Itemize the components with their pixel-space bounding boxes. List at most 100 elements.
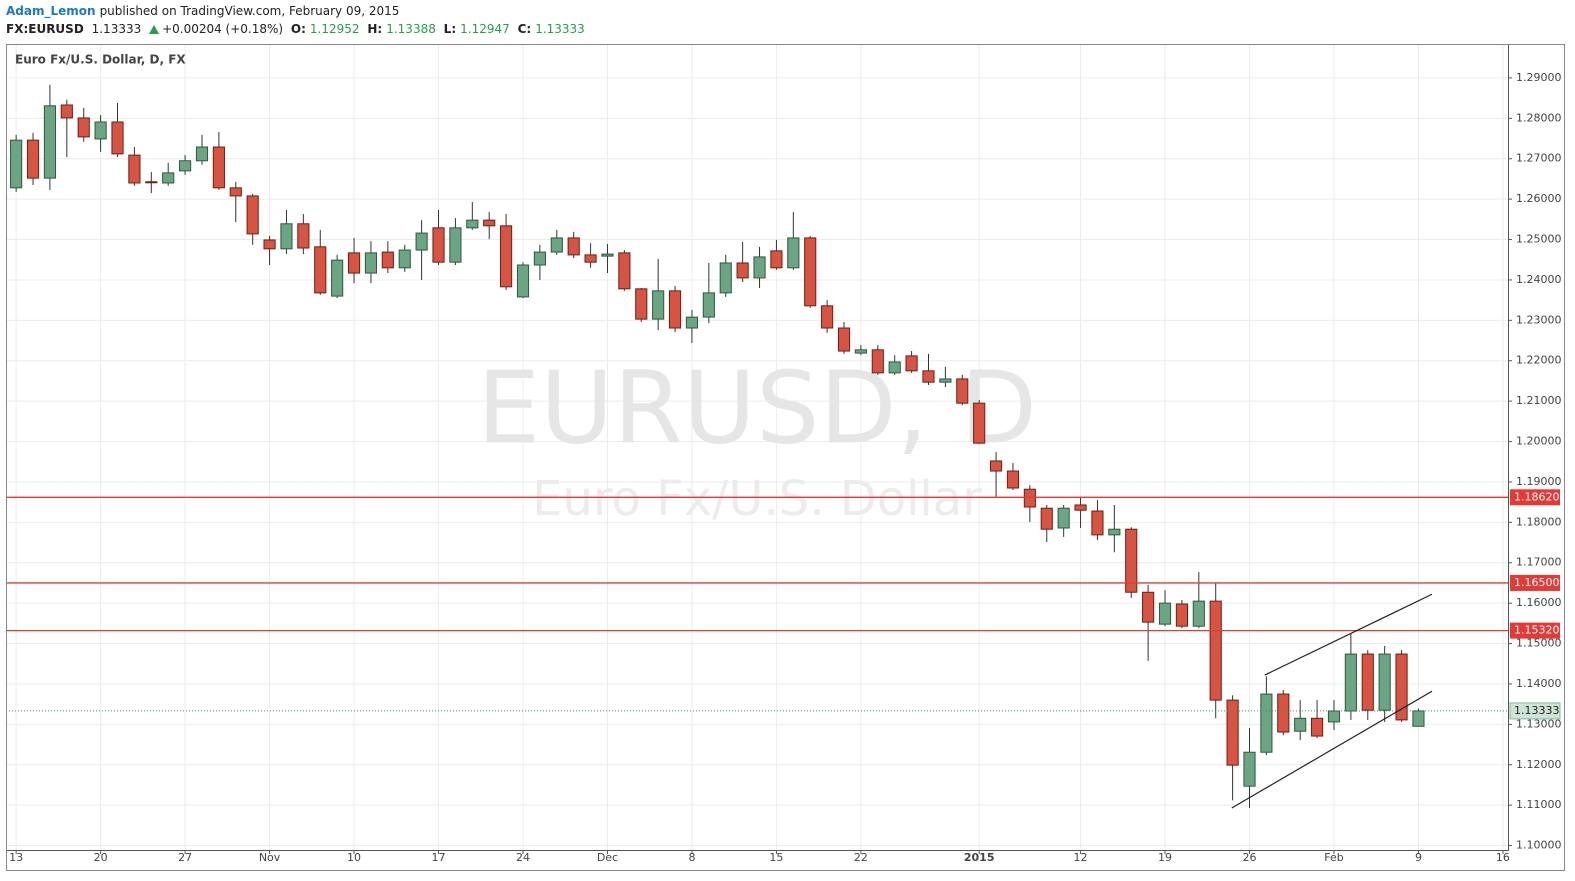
y-tick-label: 1.20000 — [1516, 435, 1562, 448]
candle-body — [381, 251, 394, 269]
candle-body — [905, 355, 918, 372]
y-tick-label: 1.11000 — [1516, 798, 1562, 811]
candle-body — [94, 121, 107, 140]
candle-body — [10, 139, 23, 189]
candle-body — [804, 237, 817, 307]
candle-body — [26, 139, 40, 179]
candle-body — [1344, 653, 1357, 712]
candle-body — [483, 219, 496, 227]
y-tick-label: 1.17000 — [1516, 556, 1562, 569]
candle-body — [314, 246, 327, 294]
candle-body — [1125, 528, 1138, 593]
candle-body — [956, 378, 969, 404]
candle-body — [212, 146, 225, 189]
x-tick-label: Nov — [259, 851, 281, 864]
trend-line — [1231, 690, 1433, 809]
change: +0.00204 (+0.18%) — [162, 22, 284, 36]
x-tick-label: 20 — [94, 851, 108, 864]
x-tick-label: Dec — [597, 851, 618, 864]
y-tick-label: 1.29000 — [1516, 71, 1562, 84]
y-tick-label: 1.25000 — [1516, 233, 1562, 246]
price-label-box — [1510, 489, 1560, 506]
candle-body — [432, 227, 445, 263]
header-line: Adam_Lemon published on TradingView.com, … — [6, 2, 589, 20]
candle-body — [1175, 603, 1188, 627]
y-tick-label: 1.23000 — [1516, 313, 1562, 326]
plot — [6, 84, 1508, 809]
candle-body — [77, 117, 90, 138]
high-label: H: — [367, 22, 383, 36]
watermark-symbol: EURUSD, D — [477, 349, 1037, 466]
candle-body — [297, 223, 310, 249]
candle-body — [1243, 751, 1256, 787]
candle-body — [1294, 717, 1307, 732]
candle-body — [871, 349, 884, 374]
y-tick-label: 1.12000 — [1516, 758, 1562, 771]
x-tick-label: 16 — [1496, 851, 1510, 864]
candle-body — [229, 187, 242, 197]
y-tick-label: 1.16000 — [1516, 596, 1562, 609]
y-tick-label: 1.19000 — [1516, 475, 1562, 488]
candle-body — [60, 104, 73, 119]
candle-body — [618, 252, 631, 290]
watermark-name: Euro Fx/U.S. Dollar — [532, 471, 982, 527]
x-tick-label: 8 — [688, 851, 695, 864]
x-tick-label: 15 — [769, 851, 783, 864]
price-label-box — [1510, 574, 1560, 591]
candle-body — [770, 250, 783, 269]
y-tick-label: 1.18000 — [1516, 515, 1562, 528]
candle-body — [162, 172, 175, 184]
candle-body — [43, 105, 57, 179]
watermark: EURUSD, D Euro Fx/U.S. Dollar — [477, 349, 1037, 527]
candle-body — [1158, 602, 1172, 625]
candle-body — [685, 316, 699, 329]
candle-body — [1226, 699, 1239, 766]
price-label: 1.18620 — [1514, 490, 1560, 503]
candle-body — [128, 154, 141, 184]
candle-body — [347, 252, 361, 274]
outer-frame — [6, 44, 1565, 871]
candle-body — [652, 290, 665, 320]
candle-body — [922, 370, 935, 383]
candle-body — [1311, 717, 1324, 737]
candle-body — [331, 259, 344, 297]
x-tick-label: 13 — [9, 851, 23, 864]
candle-body — [1378, 653, 1391, 711]
candle-body — [1260, 693, 1273, 753]
y-tick-label: 1.24000 — [1516, 273, 1562, 286]
y-tick-label: 1.22000 — [1516, 354, 1562, 367]
x-tick-label: 26 — [1243, 851, 1257, 864]
up-arrow — [149, 25, 160, 34]
candle-body — [1023, 488, 1036, 508]
candle-body — [719, 262, 732, 294]
candle-body — [263, 239, 276, 250]
price-label: 1.15320 — [1514, 624, 1560, 637]
candle-body — [1209, 600, 1222, 701]
candle-body — [837, 327, 851, 352]
candle-body — [1040, 507, 1053, 530]
open-label: O: — [290, 22, 306, 36]
candle-body — [1192, 600, 1205, 627]
candle-body — [939, 378, 952, 383]
candle-body — [466, 219, 479, 229]
x-tick-label: 22 — [854, 851, 868, 864]
open-value: 1.12952 — [309, 22, 360, 36]
candle-body — [449, 227, 462, 263]
low-label: L: — [443, 22, 457, 36]
y-tick-label: 1.28000 — [1516, 111, 1562, 124]
candle-body — [1327, 710, 1341, 723]
author[interactable]: Adam_Lemon — [6, 4, 96, 18]
x-tick-label: 12 — [1074, 851, 1088, 864]
candle-body — [702, 292, 715, 318]
price-label-box — [1510, 622, 1560, 639]
x-tick-label: 2015 — [964, 851, 995, 864]
close-label: C: — [517, 22, 532, 36]
trend-line — [1264, 593, 1433, 676]
symbol: FX:EURUSD — [6, 22, 84, 36]
candle-body — [973, 402, 986, 444]
header: Adam_Lemon published on TradingView.com, … — [6, 2, 589, 38]
candle-body — [111, 121, 124, 155]
candle-body — [635, 288, 648, 320]
